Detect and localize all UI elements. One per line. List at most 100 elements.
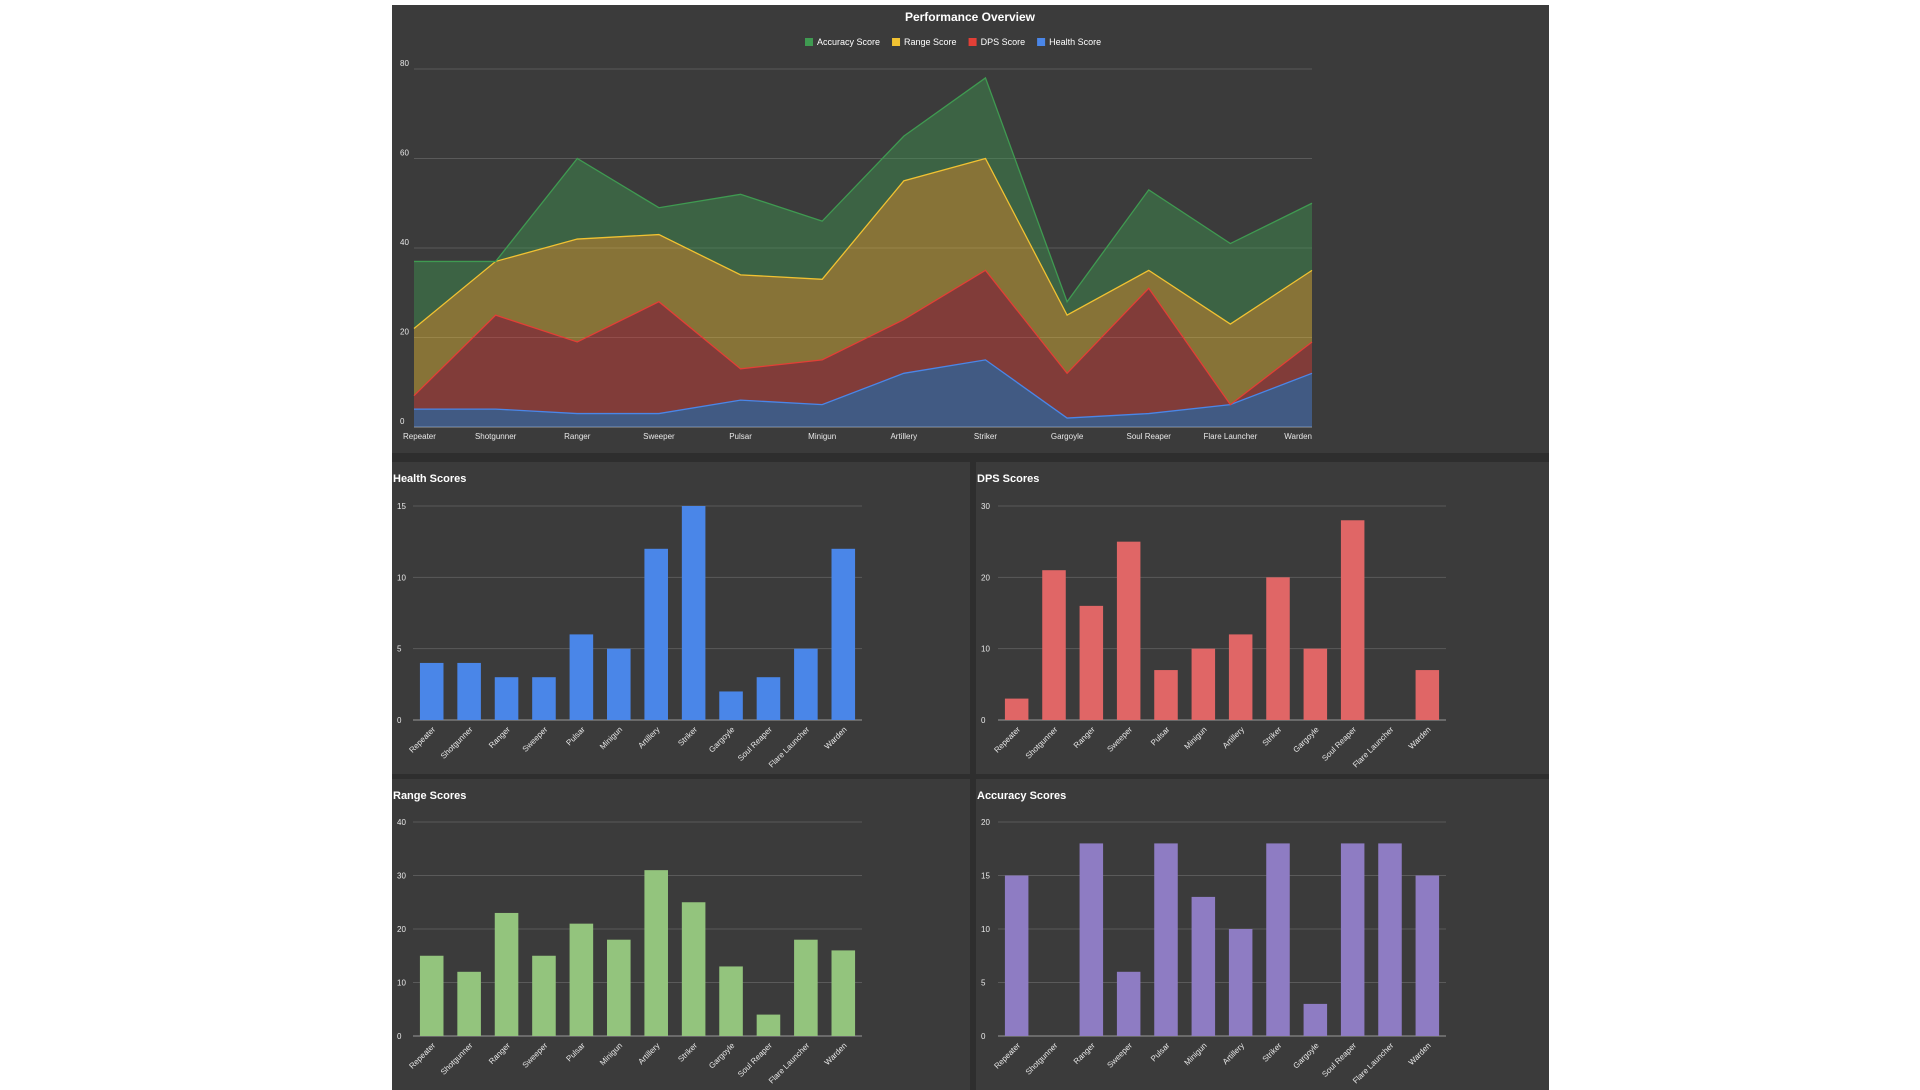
bar-pulsar: [1154, 843, 1178, 1036]
y-tick-label: 15: [981, 872, 990, 881]
y-tick-label: 40: [400, 238, 409, 247]
bar-artillery: [644, 870, 668, 1036]
y-tick-label: 60: [400, 149, 409, 158]
dps-scores-panel: DPS Scores 0 10 20 30 Repeater Shotgunner Rang…: [976, 462, 1549, 774]
x-category-label: Gargoyle: [707, 1041, 737, 1071]
x-category-label: Pulsar: [1149, 725, 1172, 748]
y-tick-label: 20: [981, 818, 990, 827]
bar-warden: [1415, 875, 1440, 1036]
y-tick-label: 10: [397, 979, 406, 988]
accuracy-scores-chart: Accuracy Scores 0 5 10 15 20 Repeater Shotgunn…: [977, 790, 1446, 1085]
legend-label-health-score: Health Score: [1049, 37, 1101, 47]
x-category-label: Gargoyle: [1051, 432, 1084, 441]
bar-minigun: [607, 648, 631, 720]
x-category-label: Gargoyle: [1291, 1041, 1321, 1071]
x-category-label: Warden: [823, 1041, 849, 1067]
bar-gargoyle: [719, 691, 743, 720]
bar-repeater: [419, 955, 444, 1036]
bar-pulsar: [1154, 670, 1178, 720]
y-tick-label: 5: [397, 645, 402, 654]
series-area-accuracy-score: [414, 77, 1312, 329]
x-category-label: Shotgunner: [439, 1041, 475, 1077]
bar-warden: [1415, 670, 1440, 720]
bar-warden: [831, 548, 856, 720]
bar-striker: [681, 902, 706, 1036]
bar-shotgunner: [457, 971, 481, 1036]
chart-title: Performance Overview: [905, 10, 1036, 24]
x-category-label: Soul Reaper: [736, 725, 774, 763]
legend-swatch-health-score: [1037, 38, 1046, 46]
x-category-label: Minigun: [598, 725, 624, 751]
y-tick-label: 40: [397, 818, 406, 827]
chart-title: Accuracy Scores: [977, 790, 1066, 802]
bar-striker: [681, 506, 706, 720]
x-category-label: Striker: [1261, 1041, 1284, 1064]
x-category-label: Artillery: [636, 725, 661, 750]
x-category-label: Sweeper: [521, 725, 550, 754]
legend-label-accuracy-score: Accuracy Score: [817, 37, 880, 47]
x-category-label: Ranger: [1072, 1041, 1097, 1066]
bar-minigun: [607, 939, 631, 1036]
x-category-label: Ranger: [564, 432, 591, 441]
y-tick-label: 0: [981, 1032, 986, 1041]
series-area-dps-score: [414, 270, 1312, 419]
x-category-label: Minigun: [598, 1041, 624, 1067]
series-area-health-score: [414, 359, 1312, 427]
chart-title: DPS Scores: [977, 473, 1039, 485]
x-category-label: Repeater: [407, 725, 437, 755]
y-tick-label: 0: [397, 716, 402, 725]
bar-pulsar: [569, 923, 594, 1036]
bar-gargoyle: [719, 966, 743, 1036]
bar-repeater: [1004, 698, 1029, 720]
legend-swatch-range-score: [892, 38, 901, 46]
series-area-range-score: [414, 158, 1312, 405]
dashboard: Performance Overview 0 20 40 60 80 Repeater Sh…: [392, 5, 1549, 1090]
x-category-label: Striker: [974, 432, 997, 441]
x-category-label: Minigun: [1183, 725, 1209, 751]
range-scores-panel: Range Scores 0 10 20 30 40 Repeater Shotgunner…: [392, 779, 970, 1090]
y-tick-label: 20: [981, 573, 990, 582]
y-tick-label: 15: [397, 502, 406, 511]
x-category-label: Artillery: [1221, 725, 1246, 750]
bar-gargoyle: [1303, 1003, 1328, 1036]
x-category-label: Ranger: [1072, 725, 1097, 750]
x-category-label: Sweeper: [1105, 725, 1134, 754]
x-category-label: Ranger: [487, 1041, 512, 1066]
x-category-label: Repeater: [403, 432, 436, 441]
x-category-label: Pulsar: [1149, 1041, 1172, 1064]
bar-gargoyle: [1303, 648, 1328, 720]
performance-overview-panel: Performance Overview 0 20 40 60 80 Repeater Sh…: [392, 5, 1549, 453]
performance-overview-chart: Performance Overview 0 20 40 60 80 Repeater Sh…: [400, 10, 1313, 441]
x-category-label: Soul Reaper: [1320, 1041, 1358, 1079]
x-category-label: Pulsar: [564, 725, 587, 748]
bar-warden: [831, 950, 856, 1036]
bar-repeater: [1004, 875, 1029, 1036]
bar-ranger: [1079, 843, 1104, 1036]
bar-sweeper: [532, 677, 556, 720]
x-category-label: Soul Reaper: [736, 1041, 774, 1079]
x-category-label: Minigun: [808, 432, 836, 441]
y-tick-label: 10: [397, 573, 406, 582]
y-tick-label: 20: [400, 328, 409, 337]
chart-title: Health Scores: [393, 473, 466, 485]
x-category-label: Shotgunner: [475, 432, 517, 441]
x-category-label: Shotgunner: [1024, 1041, 1060, 1077]
x-category-label: Gargoyle: [1291, 725, 1321, 755]
x-category-label: Ranger: [487, 725, 512, 750]
x-category-label: Repeater: [992, 1041, 1022, 1071]
x-category-label: Artillery: [1221, 1041, 1246, 1066]
x-category-label: Pulsar: [564, 1041, 587, 1064]
x-category-label: Artillery: [636, 1041, 661, 1066]
y-tick-label: 80: [400, 59, 409, 68]
y-tick-label: 0: [981, 716, 986, 725]
bar-minigun: [1191, 648, 1216, 720]
bar-flare-launcher: [794, 939, 818, 1036]
bar-flare-launcher: [1378, 843, 1402, 1036]
series-line-dps-score: [413, 269, 1313, 406]
x-category-label: Striker: [676, 725, 699, 748]
y-tick-label: 10: [981, 925, 990, 934]
x-category-label: Warden: [1284, 432, 1312, 441]
bar-shotgunner: [1042, 570, 1066, 720]
x-category-label: Warden: [823, 725, 849, 751]
chart-title: Range Scores: [393, 790, 466, 802]
